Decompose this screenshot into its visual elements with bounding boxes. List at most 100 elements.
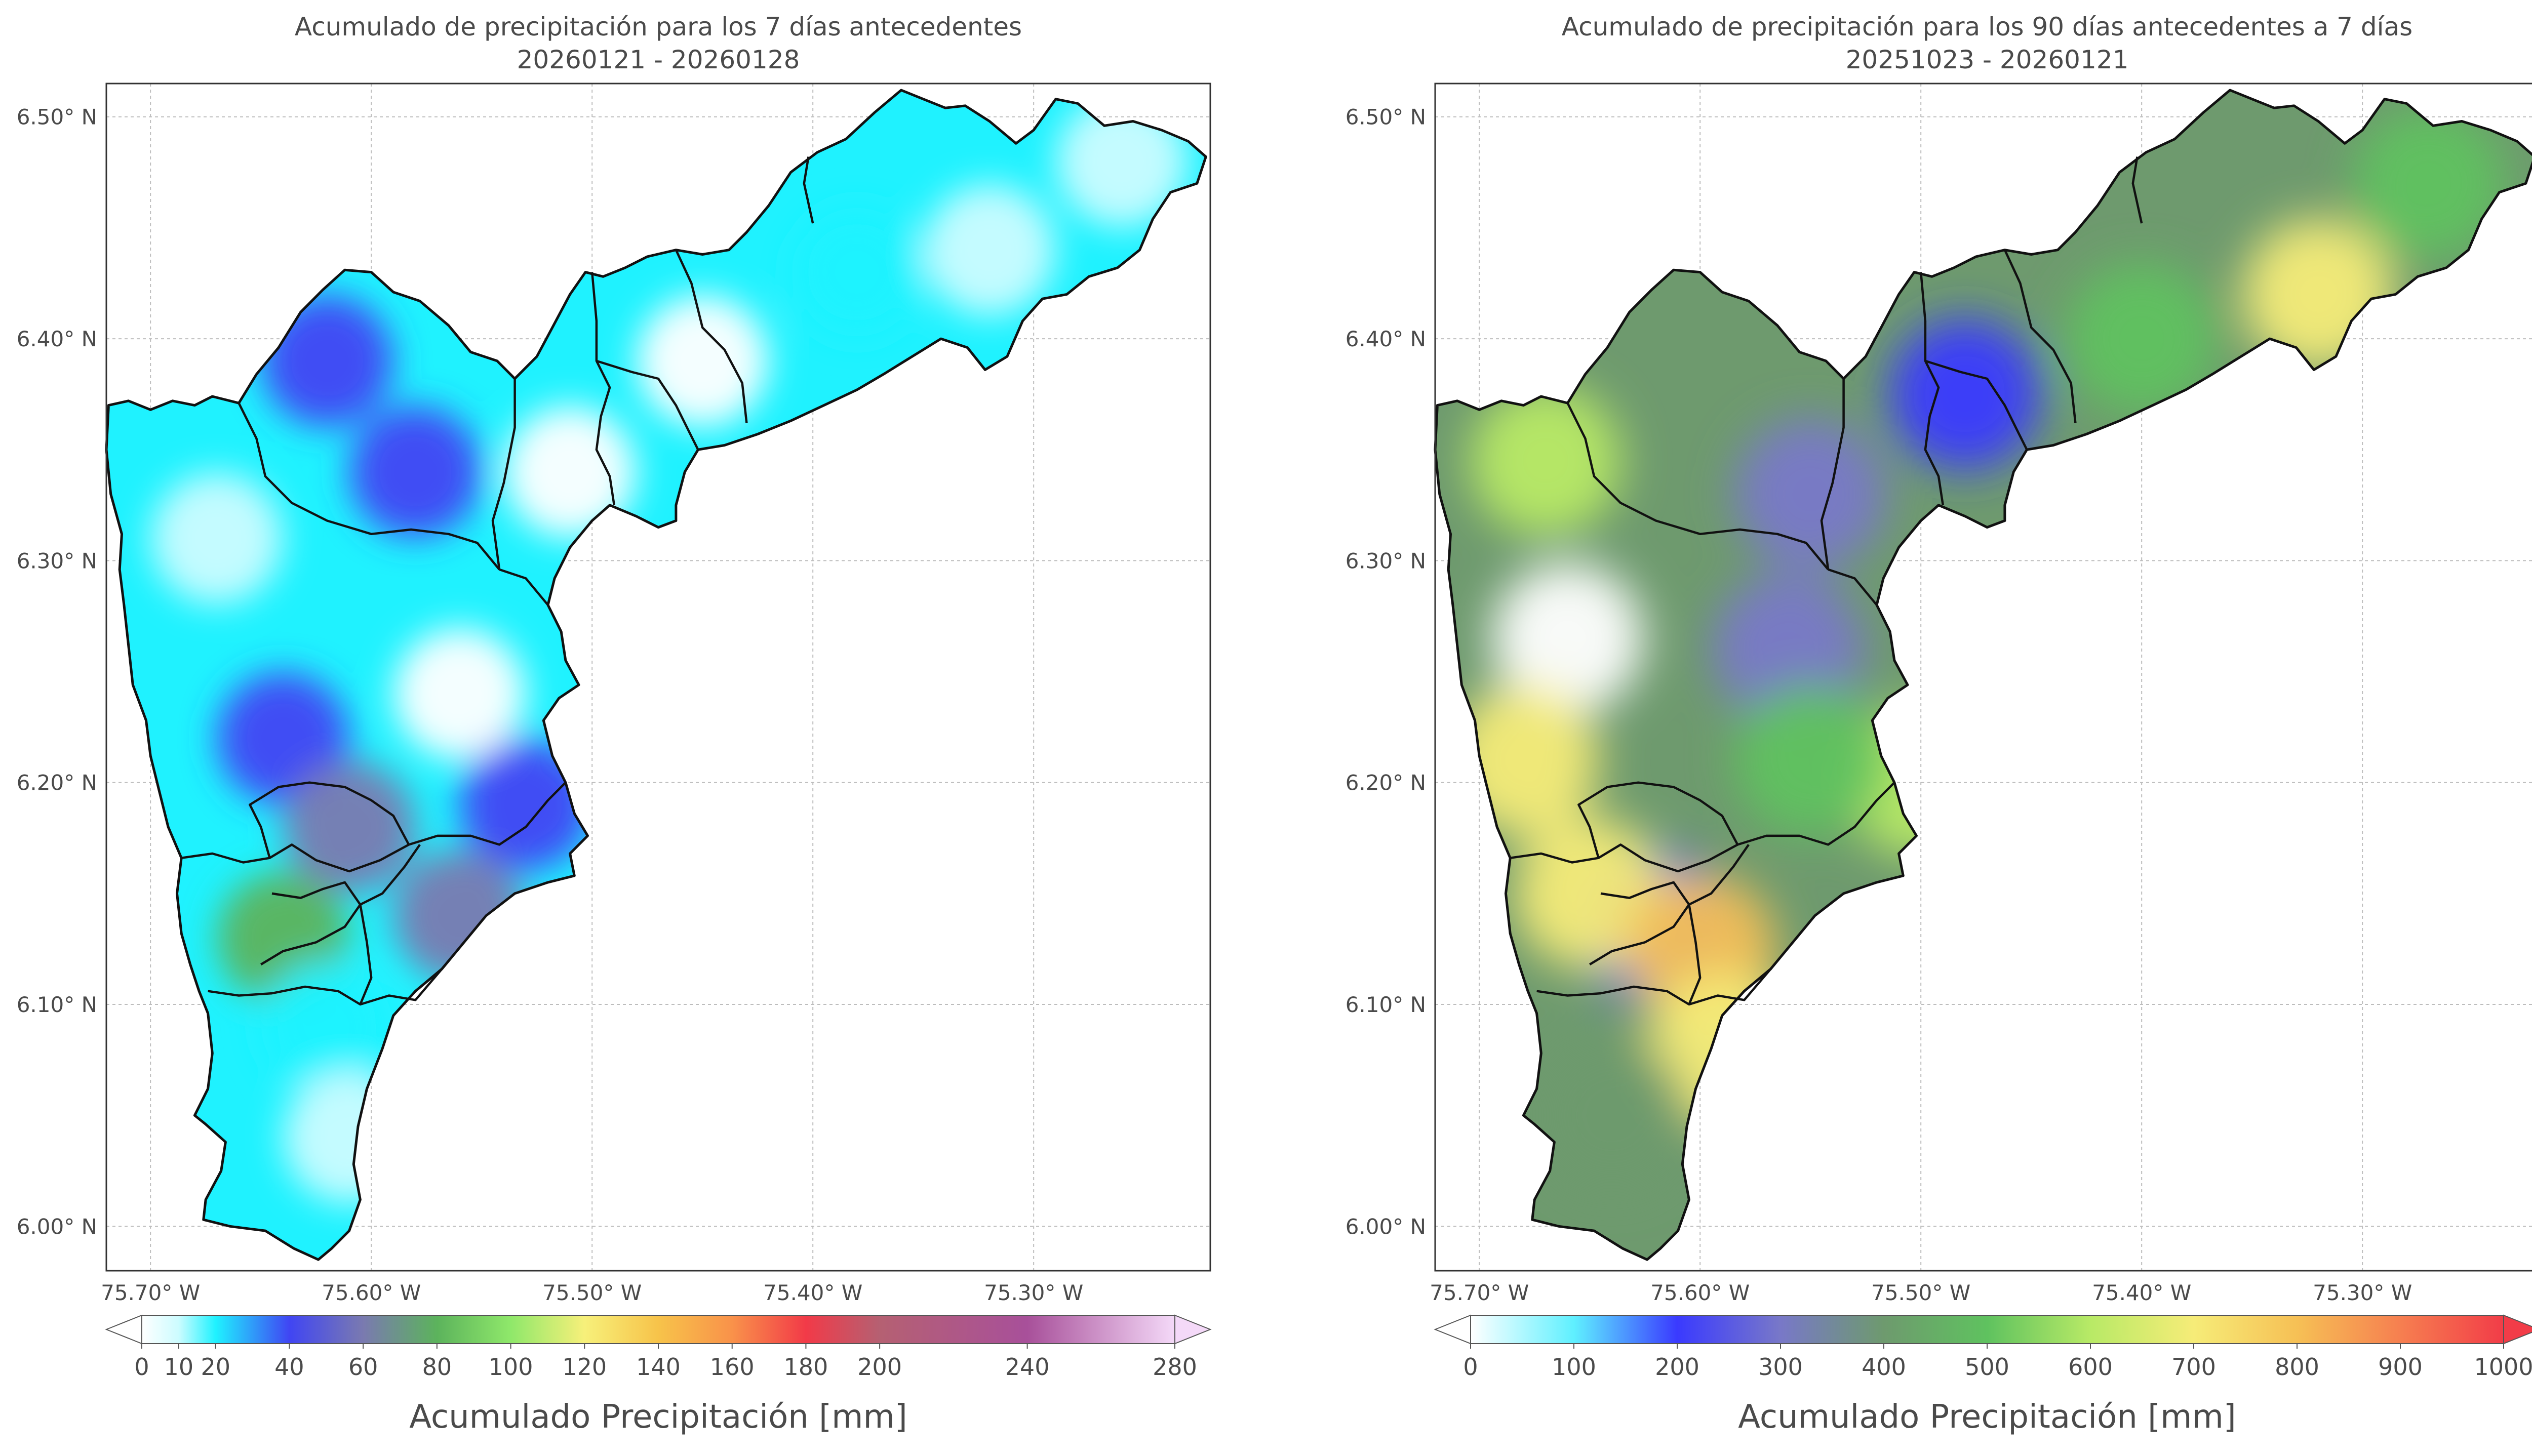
y-tick-label: 6.40° N	[17, 327, 97, 351]
panel-right-title: Acumulado de precipitación para los 90 d…	[1562, 12, 2412, 42]
field-sample-point	[2242, 218, 2394, 371]
panel-right-colorbar: 0 100 200 300 400 500 600 700 800 900 1000	[1434, 1314, 2532, 1381]
field-sample-point	[791, 206, 923, 338]
field-sample-point	[637, 295, 769, 427]
colorbar-bar	[141, 1315, 1175, 1344]
field-sample-point	[393, 628, 526, 760]
panel-right-precipitation-field	[1435, 90, 2532, 1260]
panel-left-basin-outline	[105, 89, 1207, 1261]
field-sample-point	[393, 850, 526, 982]
panel-right-basin-outline	[1434, 89, 2532, 1261]
field-sample-point	[261, 960, 393, 1093]
x-tick-label: 75.60° W	[1650, 1280, 1750, 1305]
x-tick-label: 75.40° W	[2092, 1280, 2191, 1305]
field-sample-point	[261, 295, 393, 427]
subbasin-divide	[1577, 781, 1739, 859]
field-sample-point	[151, 472, 283, 604]
subbasin-divide	[1820, 379, 1845, 570]
subbasin-divide	[499, 568, 549, 606]
y-tick-label: 6.00° N	[1346, 1214, 1426, 1239]
field-sample-point	[1734, 418, 1887, 570]
field-sample-point	[460, 739, 592, 871]
y-tick-label: 6.50° N	[1346, 105, 1426, 130]
colorbar-tick-label: 100	[489, 1353, 533, 1381]
panel-left-colorbar: 0 10 20 40 60 80 100 120 140 160 180 200 240 280	[105, 1314, 1212, 1381]
y-tick-label: 6.10° N	[1346, 992, 1426, 1017]
colorbar-tick-label: 400	[1862, 1353, 1906, 1381]
subbasin-divide	[2003, 249, 2077, 423]
field-sample-point	[1056, 95, 1188, 227]
panel-right-colorbar-label: Acumulado Precipitación [mm]	[1738, 1398, 2236, 1436]
colorbar-bar	[1470, 1315, 2504, 1344]
subbasin-divide	[238, 402, 500, 571]
subbasin-divide	[675, 249, 748, 423]
subbasin-divide	[1919, 272, 1945, 506]
x-tick-label: 75.30° W	[2313, 1280, 2412, 1305]
panel-left-precipitation-field	[106, 90, 1206, 1260]
panel-left-colorbar-label: Acumulado Precipitación [mm]	[409, 1398, 907, 1436]
colorbar-tick-label: 800	[2275, 1353, 2319, 1381]
colorbar-tick-label: 0	[1463, 1353, 1478, 1381]
colorbar-tick-label: 240	[1005, 1353, 1050, 1381]
x-tick-label: 75.30° W	[984, 1280, 1083, 1305]
subbasin-divide	[181, 782, 567, 873]
colorbar-tick-label: 20	[201, 1353, 230, 1381]
subbasin-divide	[1688, 904, 1702, 1005]
colorbar-tick-label: 1000	[2474, 1353, 2532, 1381]
field-sample-point	[924, 184, 1055, 316]
x-tick-label: 75.50° W	[542, 1280, 642, 1305]
subbasin-divide	[1925, 359, 2028, 451]
panel-left-subtitle: 20260121 - 20260128	[517, 45, 800, 74]
colorbar-tick-label: 900	[2378, 1353, 2423, 1381]
field-sample-point	[2066, 263, 2218, 415]
panel-left-axes-frame	[105, 83, 1211, 1272]
panel-right-axes-frame	[1434, 83, 2532, 1272]
colorbar-tick-label: 140	[636, 1353, 681, 1381]
panel-left-title: Acumulado de precipitación para los 7 dí…	[295, 12, 1022, 42]
panel-right-subtitle: 20251023 - 20260121	[1846, 45, 2129, 74]
subbasin-divide	[596, 359, 699, 451]
y-tick-label: 6.30° N	[17, 548, 97, 573]
subbasin-divide	[1510, 782, 1895, 873]
colorbar-tick-label: 200	[857, 1353, 902, 1381]
x-tick-label: 75.60° W	[322, 1280, 421, 1305]
panel-right-y-tick-labels: 6.50° N 6.40° N 6.30° N 6.20° N 6.10° N 6.00°…	[1346, 105, 1426, 1239]
subbasin-divide	[1600, 881, 1690, 906]
y-tick-label: 6.00° N	[17, 1214, 97, 1239]
colorbar-tick-label: 700	[2171, 1353, 2216, 1381]
colorbar-tick-label: 600	[2068, 1353, 2113, 1381]
subbasin-divide	[1589, 904, 1690, 966]
colorbar-extend-min	[105, 1314, 142, 1345]
field-sample-point	[1535, 1039, 1688, 1192]
subbasin-divide	[803, 156, 814, 224]
subbasin-divide	[208, 968, 443, 1006]
y-tick-label: 6.40° N	[1346, 327, 1426, 351]
colorbar-extend-min	[1434, 1314, 1471, 1345]
colorbar-tick-label: 0	[134, 1353, 149, 1381]
subbasin-divide	[1536, 968, 1772, 1006]
subbasin-divide	[491, 379, 516, 570]
colorbar-tick-label: 10	[164, 1353, 194, 1381]
y-tick-label: 6.30° N	[1346, 548, 1426, 573]
colorbar-tick-label: 300	[1758, 1353, 1803, 1381]
field-sample-point	[1734, 684, 1887, 836]
subbasin-divide	[360, 844, 421, 906]
colorbar-tick-label: 200	[1655, 1353, 1699, 1381]
subbasin-divide	[1828, 568, 1878, 606]
x-tick-label: 75.70° W	[101, 1280, 200, 1305]
colorbar-tick-label: 80	[422, 1353, 452, 1381]
field-sample-point	[1470, 385, 1621, 537]
colorbar-tick-label: 280	[1153, 1353, 1197, 1381]
x-tick-label: 75.50° W	[1871, 1280, 1970, 1305]
field-sample-point	[504, 406, 636, 538]
field-sample-point	[1889, 318, 2041, 470]
colorbar-tick-label: 60	[348, 1353, 378, 1381]
field-sample-point	[283, 1072, 415, 1204]
panel-right-90-day-map: Acumulado de precipitación para los 90 d…	[1346, 12, 2532, 1436]
x-tick-label: 75.70° W	[1430, 1280, 1529, 1305]
panel-left-x-tick-labels: 75.70° W 75.60° W 75.50° W 75.40° W 75.30° W	[101, 1280, 1083, 1305]
field-sample-point	[349, 406, 482, 538]
y-tick-label: 6.20° N	[1346, 771, 1426, 795]
colorbar-tick-label: 100	[1552, 1353, 1596, 1381]
